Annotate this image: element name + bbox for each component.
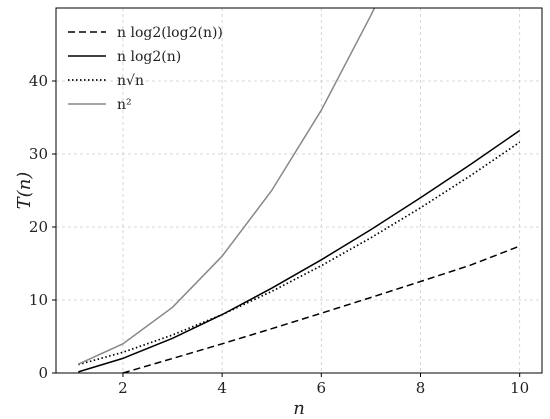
legend-label-1: n log2(n) xyxy=(117,49,181,65)
legend-label-3: n² xyxy=(117,97,132,113)
x-tick-label: 10 xyxy=(510,379,529,397)
y-tick-label: 20 xyxy=(29,218,48,236)
legend-label-2: n√n xyxy=(117,73,144,89)
axis-ticks: 2 4 6 8 10 0 10 20 30 40 xyxy=(29,72,529,397)
y-tick-label: 10 xyxy=(29,291,48,309)
series-lines xyxy=(77,8,521,373)
series-line-3 xyxy=(77,8,376,365)
grid xyxy=(56,8,542,374)
x-axis-label: n xyxy=(293,398,305,419)
series-line-1 xyxy=(78,129,521,373)
y-axis-label: T(n) xyxy=(14,172,35,210)
x-tick-label: 2 xyxy=(118,379,128,397)
series-line-0 xyxy=(122,245,520,373)
legend: n log2(log2(n)) n log2(n) n√n n² xyxy=(68,25,223,113)
legend-label-0: n log2(log2(n)) xyxy=(117,25,223,41)
y-tick-label: 0 xyxy=(38,364,48,382)
x-tick-label: 8 xyxy=(416,379,426,397)
series-line-2 xyxy=(78,141,521,366)
x-tick-label: 4 xyxy=(217,379,227,397)
plot-area-frame xyxy=(55,7,543,374)
x-tick-label: 6 xyxy=(317,379,327,397)
y-tick-label: 40 xyxy=(29,72,48,90)
y-tick-label: 30 xyxy=(29,145,48,163)
